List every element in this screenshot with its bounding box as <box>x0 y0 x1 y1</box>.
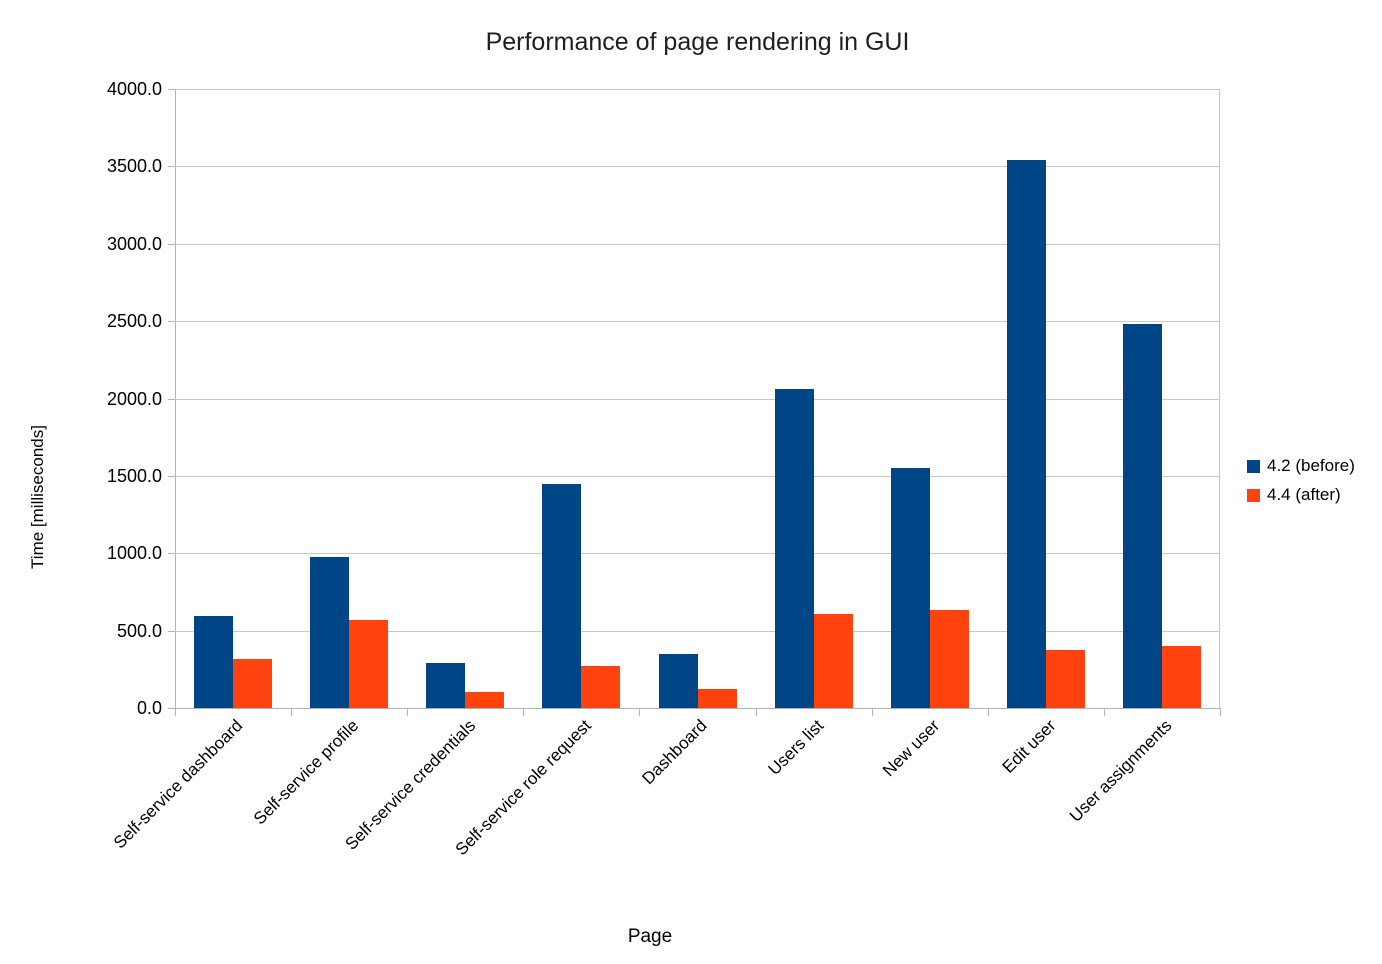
gridline <box>175 243 1220 245</box>
x-tick-mark <box>871 709 873 716</box>
bar-after <box>349 619 389 708</box>
category-label: Dashboard <box>638 716 711 789</box>
bar-before <box>310 557 350 708</box>
category-label: Self-service role request <box>451 716 595 860</box>
category-label: Self-service dashboard <box>110 716 247 853</box>
x-tick-mark <box>523 709 525 716</box>
y-tick-label: 500.0 <box>116 620 162 641</box>
y-tick-mark <box>168 166 175 168</box>
y-tick-mark <box>168 708 175 709</box>
bar-before <box>658 653 698 708</box>
legend: 4.2 (before) 4.4 (after) <box>1247 456 1355 514</box>
bar-before <box>774 389 814 708</box>
legend-label: 4.4 (after) <box>1267 485 1341 504</box>
y-tick-mark <box>168 321 175 323</box>
bar-after <box>581 666 621 708</box>
bar-before <box>426 663 466 708</box>
x-tick-mark <box>755 709 757 716</box>
y-axis-title: Time [milliseconds] <box>28 425 47 569</box>
legend-item: 4.4 (after) <box>1247 485 1355 505</box>
plot-area <box>175 89 1220 708</box>
category-label: User assignments <box>1065 716 1176 826</box>
gridline <box>175 321 1220 323</box>
x-tick-mark <box>987 709 989 716</box>
y-tick-mark <box>168 630 175 632</box>
bar-before <box>890 468 930 708</box>
legend-swatch <box>1247 488 1260 502</box>
legend-item: 4.2 (before) <box>1247 456 1355 476</box>
category-label: Self-service profile <box>250 716 363 829</box>
bar-after <box>465 691 505 708</box>
y-tick-mark <box>168 398 175 400</box>
x-axis-title: Page <box>627 926 673 947</box>
x-tick-mark <box>1220 709 1221 716</box>
y-tick-label: 3500.0 <box>106 156 162 177</box>
x-tick-mark <box>291 709 293 716</box>
bar-after <box>813 613 853 708</box>
y-tick-label: 2000.0 <box>106 388 162 409</box>
y-tick-label: 0.0 <box>136 698 162 718</box>
y-tick-mark <box>168 243 175 245</box>
bar-before <box>1122 324 1162 708</box>
gridline <box>175 630 1220 632</box>
gridline <box>175 166 1220 168</box>
bar-after <box>929 609 969 708</box>
y-tick-label: 3000.0 <box>106 233 162 254</box>
bar-before <box>542 483 582 708</box>
bar-before <box>1006 160 1046 708</box>
gridline <box>175 89 1220 90</box>
bar-after <box>697 689 737 708</box>
x-tick-mark <box>407 709 409 716</box>
x-tick-mark <box>175 709 176 716</box>
category-label: New user <box>878 716 944 781</box>
category-label: Users list <box>764 716 828 779</box>
legend-label: 4.2 (before) <box>1267 456 1355 475</box>
bar-after <box>233 659 273 708</box>
bar-after <box>1045 649 1085 708</box>
gridline <box>175 398 1220 400</box>
y-tick-mark <box>168 553 175 555</box>
gridline <box>175 553 1220 555</box>
bar-after <box>1161 646 1201 708</box>
gridline <box>175 475 1220 477</box>
bar-before <box>194 615 234 708</box>
y-tick-label: 2500.0 <box>106 311 162 332</box>
x-tick-mark <box>639 709 641 716</box>
chart-title: Performance of page rendering in GUI <box>485 28 910 56</box>
category-label: Self-service credentials <box>340 716 479 854</box>
x-axis-line <box>175 708 1221 709</box>
x-tick-mark <box>1103 709 1105 716</box>
y-tick-label: 4000.0 <box>106 79 162 99</box>
category-label: Edit user <box>998 716 1060 777</box>
y-tick-mark <box>168 475 175 477</box>
y-tick-mark <box>168 89 175 90</box>
legend-swatch <box>1247 459 1260 473</box>
y-tick-label: 1500.0 <box>106 465 162 486</box>
y-tick-label: 1000.0 <box>106 543 162 564</box>
